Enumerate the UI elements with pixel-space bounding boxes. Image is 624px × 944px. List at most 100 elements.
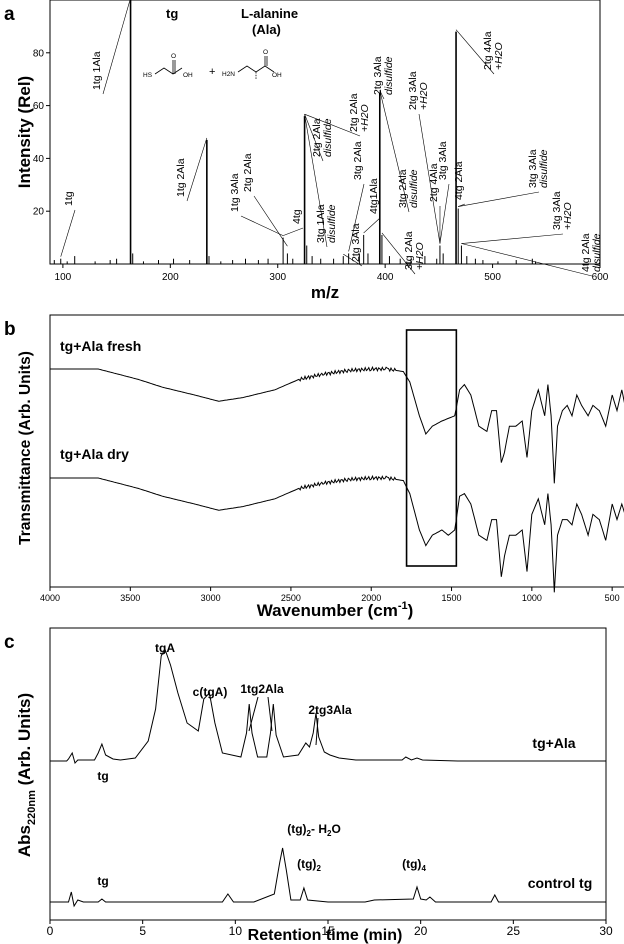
annotation-leader — [381, 232, 416, 275]
peak-annotation: 3tg 3Aladisulfide — [527, 149, 550, 188]
y-tick-label: 20 — [33, 207, 45, 218]
annotation-leader — [348, 183, 365, 252]
highlight-box — [405, 329, 458, 567]
x-tick-label: 3000 — [201, 593, 221, 603]
x-axis-title-b: Wavenumber (cm-1) — [257, 600, 414, 620]
x-tick-label: 600 — [592, 272, 609, 283]
annotation-leader — [304, 113, 361, 137]
panel-a-mass-spectrum: a 100 200 300 400 500 600 20 40 60 80 1tg 1tg 1Ala… — [4, 0, 609, 302]
peak-annotation: 1tg 2Ala — [175, 158, 187, 197]
plot-frame-b — [49, 314, 624, 588]
peak-annotation: 2tg 4Ala+H2O — [482, 31, 505, 70]
x-tick-label: 500 — [605, 593, 620, 603]
annotation-leader — [363, 217, 381, 234]
annotation-leader — [458, 191, 540, 207]
thioglycolic-acid-structure — [154, 60, 183, 75]
y-tick-label: 40 — [33, 154, 45, 165]
peak-label-tg2-h2o: (tg)2- H2O — [287, 822, 341, 838]
series-label-tg-ala-dry: tg+Ala dry — [60, 446, 129, 462]
y-tick-label: 80 — [33, 48, 45, 59]
peak-label-1tg2ala: 1tg2Ala — [240, 682, 284, 696]
x-tick-label: 2000 — [361, 593, 381, 603]
struct-h2n: H2N — [222, 71, 235, 78]
peak-label-tga: tgA — [155, 641, 175, 655]
annotation-leader — [343, 253, 363, 267]
x-tick-label: 25 — [507, 924, 521, 938]
struct-hs: HS — [143, 72, 153, 79]
series-line-control-tg — [50, 847, 606, 908]
panel-b-ir-spectra: b 4000 3500 3000 2500 2000 1500 1000 500 tg+Ala… — [4, 314, 624, 620]
peak-label-c-tga: c(tgA) — [193, 685, 228, 699]
peak-label-tg4: (tg)4 — [402, 857, 426, 873]
annotation-leader — [379, 90, 410, 213]
x-tick-label: 1500 — [442, 593, 462, 603]
x-tick-label: 100 — [55, 272, 72, 283]
annotation-leader — [186, 137, 208, 202]
peak-annotation: 3tg 3Ala — [437, 141, 449, 180]
x-tick-label: 200 — [162, 272, 179, 283]
y-axis-title-b: Transmittance (Arb. Units) — [17, 351, 34, 545]
series-label-tg-ala-fresh: tg+Ala fresh — [60, 338, 141, 354]
peak-label-2tg3ala: 2tg3Ala — [308, 703, 352, 717]
annotation-leader — [304, 114, 328, 248]
struct-oh-2: OH — [272, 72, 282, 79]
series-label-control-tg: control tg — [528, 875, 593, 891]
annotation-leader — [253, 195, 288, 247]
peak-annotation: 3tg 2Aladisulfide — [397, 169, 420, 208]
x-tick-label: 1000 — [522, 593, 542, 603]
x-axis-title-c: Retention time (min) — [248, 927, 403, 944]
y-tick-label: 60 — [33, 101, 45, 112]
x-tick-label: 5 — [139, 924, 146, 938]
panel-letter-a: a — [4, 4, 15, 25]
annotation-leader — [461, 243, 593, 277]
peak-annotation: 2tg 3Ala+H2O — [407, 71, 430, 110]
peak-annotation: 3tg 1Aladisulfide — [315, 204, 338, 243]
header-l-alanine: L-alanine — [241, 6, 298, 21]
peak-annotation: 1tg — [63, 191, 75, 206]
header-ala-abbr: (Ala) — [252, 22, 281, 37]
peak-annotation: 2tg 4Ala — [428, 163, 440, 202]
axis-ticks-b: 4000 3500 3000 2500 2000 1500 1000 500 — [40, 587, 620, 603]
annotation-leader-lines — [60, 0, 593, 277]
plot-frame-c — [49, 627, 607, 921]
peak-bars — [53, 0, 537, 264]
annotation-leader — [461, 233, 564, 244]
x-tick-label: 500 — [484, 272, 501, 283]
x-tick-label: 2500 — [281, 593, 301, 603]
annotation-leader — [282, 227, 304, 236]
peak-annotation: 1tg 3Ala — [229, 173, 241, 212]
annotation-leader — [455, 29, 495, 75]
y-axis-title-a: Intensity (Rel) — [15, 76, 34, 188]
x-tick-label: 400 — [377, 272, 394, 283]
peak-annotation: 3tg 2Ala+H2O — [403, 231, 426, 270]
series-line-tg-ala-dry — [50, 474, 624, 593]
y-axis-title-c: Abs220nm (Arb. Units) — [15, 693, 38, 857]
x-axis-title-a: m/z — [311, 283, 339, 302]
x-tick-label: 0 — [47, 924, 54, 938]
series-line-tg-ala-fresh — [50, 365, 624, 484]
struct-oh-1: OH — [183, 72, 193, 79]
x-tick-label: 4000 — [40, 593, 60, 603]
annotation-leader — [240, 215, 284, 236]
panel-letter-c: c — [4, 632, 15, 653]
x-tick-label: 3500 — [120, 593, 140, 603]
axis-ticks-a: 100 200 300 400 500 600 20 40 60 80 — [33, 48, 609, 283]
peak-annotation: 1tg 1Ala — [91, 51, 103, 90]
x-tick-label: 30 — [599, 924, 613, 938]
annotation-leader — [418, 113, 441, 244]
annotation-leader — [60, 209, 76, 257]
x-tick-label: 10 — [229, 924, 243, 938]
panel-letter-b: b — [4, 319, 16, 340]
peak-annotation: 4tg 2Ala — [453, 161, 465, 200]
peak-annotation: 3tg 2Ala — [352, 141, 364, 180]
plot-frame-a — [49, 0, 601, 265]
peak-annotation: 2tg 3Ala — [350, 223, 362, 262]
peak-annotation: 3tg 3Ala+H2O — [551, 191, 574, 230]
struct-o-2: O — [263, 49, 268, 56]
annotation-leader — [102, 0, 131, 95]
peak-annotation: 2tg 2Aladisulfide — [311, 118, 334, 157]
x-tick-label: 20 — [414, 924, 428, 938]
header-tg: tg — [166, 6, 178, 21]
